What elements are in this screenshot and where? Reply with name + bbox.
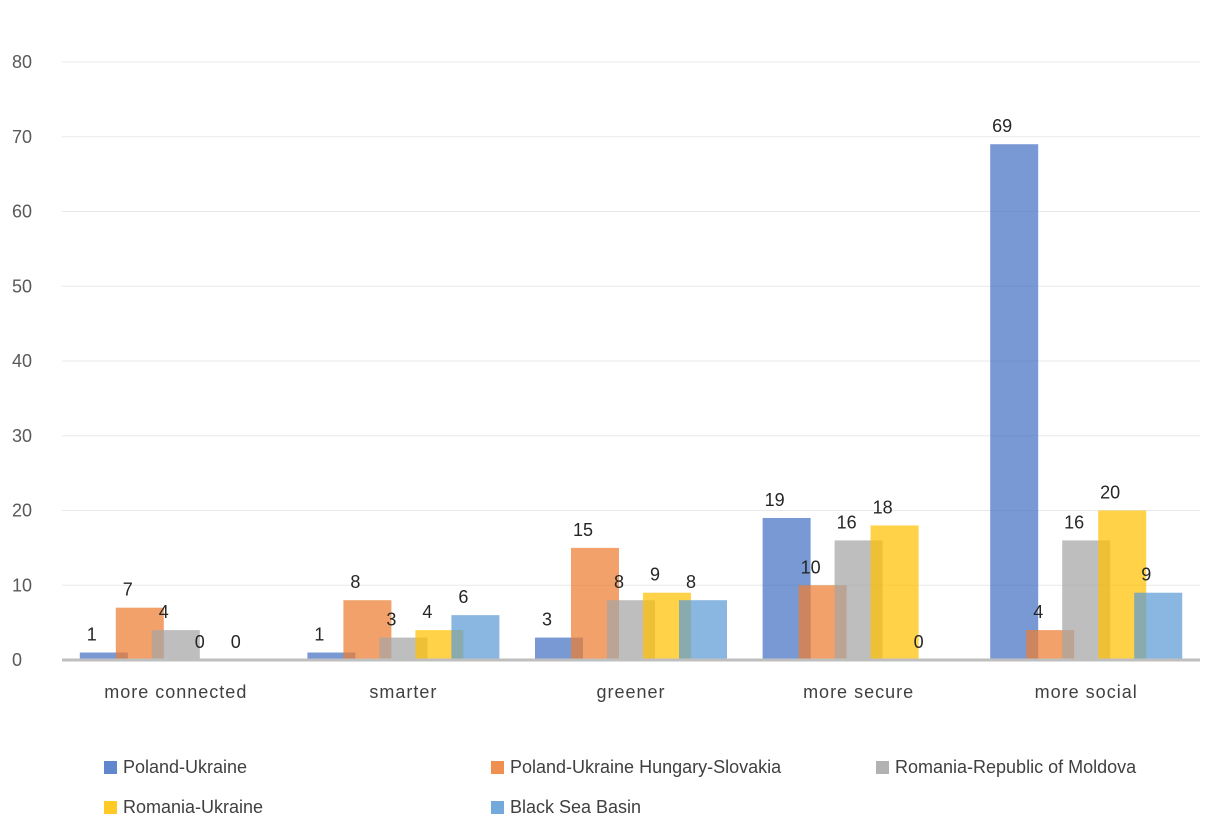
gridlines [62, 61, 1200, 586]
data-label: 19 [765, 490, 785, 510]
y-tick-label: 70 [12, 127, 32, 147]
x-tick-label: greener [596, 682, 665, 702]
data-label: 0 [195, 632, 205, 652]
y-tick-label: 20 [12, 501, 32, 521]
y-axis: 0 10 20 30 40 50 60 70 80 [12, 52, 32, 670]
bar [151, 630, 200, 660]
bar [1134, 592, 1183, 660]
bars [79, 144, 1183, 661]
data-label: 4 [159, 602, 169, 622]
bar [79, 652, 128, 660]
data-label: 8 [350, 572, 360, 592]
x-tick-label: smarter [369, 682, 437, 702]
y-tick-label: 10 [12, 575, 32, 595]
y-tick-label: 40 [12, 351, 32, 371]
bar [870, 525, 919, 660]
x-tick-label: more connected [104, 682, 247, 702]
data-label: 3 [542, 610, 552, 630]
bar [451, 615, 500, 660]
y-tick-label: 50 [12, 276, 32, 296]
bar [679, 600, 727, 660]
data-label: 20 [1100, 483, 1120, 503]
data-label: 4 [1033, 602, 1043, 622]
data-label: 15 [573, 520, 593, 540]
data-label: 6 [458, 587, 468, 607]
y-tick-label: 80 [12, 52, 32, 72]
x-tick-label: more social [1035, 682, 1138, 702]
data-label: 18 [873, 497, 893, 517]
data-label: 69 [992, 116, 1012, 136]
data-label: 0 [231, 632, 241, 652]
data-label: 0 [914, 632, 924, 652]
data-label: 8 [686, 572, 696, 592]
data-label: 9 [650, 565, 660, 585]
data-label: 7 [123, 580, 133, 600]
bar [307, 652, 356, 660]
y-tick-label: 0 [12, 650, 22, 670]
data-label: 10 [801, 557, 821, 577]
data-label: 8 [614, 572, 624, 592]
bar [990, 144, 1039, 661]
y-tick-label: 30 [12, 426, 32, 446]
data-label: 16 [837, 512, 857, 532]
data-label: 9 [1141, 565, 1151, 585]
data-label: 1 [87, 625, 97, 645]
data-label: 16 [1064, 512, 1084, 532]
data-label: 3 [386, 610, 396, 630]
y-tick-label: 60 [12, 202, 32, 222]
data-label: 1 [314, 625, 324, 645]
x-axis: more connected smarter greener more secure m… [62, 658, 1200, 702]
x-tick-label: more secure [803, 682, 914, 702]
data-label: 4 [422, 602, 432, 622]
